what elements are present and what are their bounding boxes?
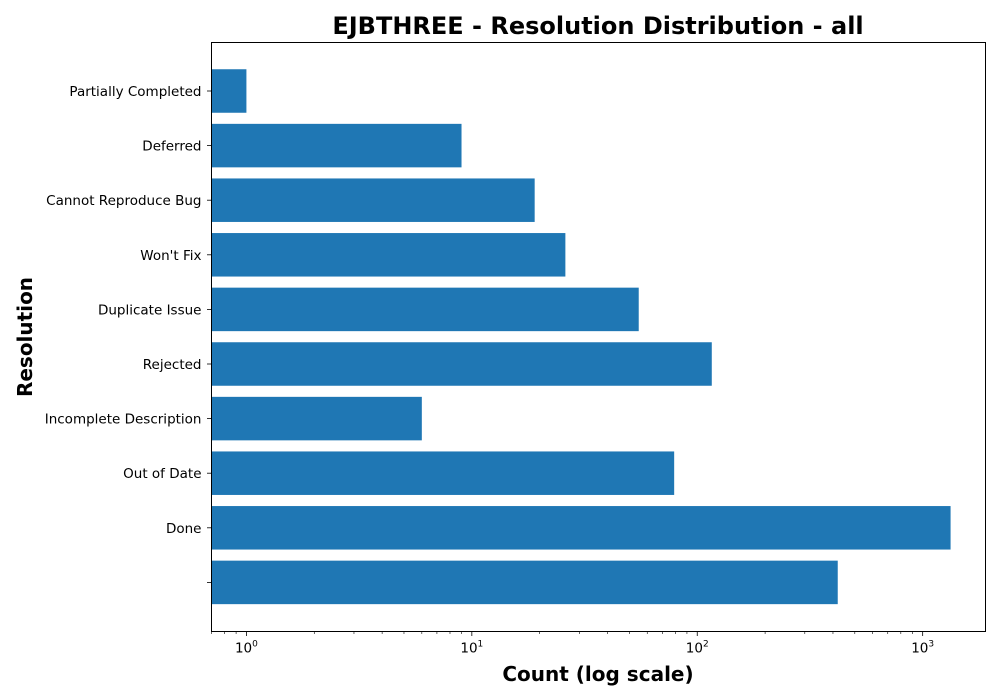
y-tick-label: Won't Fix [140, 248, 201, 264]
x-tick-label: 101 [460, 640, 483, 657]
y-tick-label: Partially Completed [69, 84, 201, 100]
bar [211, 396, 422, 441]
y-tick-label: Out of Date [123, 466, 201, 482]
bar [211, 123, 462, 168]
bar [211, 69, 247, 113]
x-tick-label: 102 [686, 640, 709, 657]
y-tick-label: Rejected [143, 357, 202, 373]
x-axis-label: Count (log scale) [502, 662, 693, 686]
bar [211, 287, 639, 332]
bar [211, 560, 838, 605]
bar [211, 342, 712, 386]
y-tick-label: Cannot Reproduce Bug [46, 193, 201, 209]
x-tick-label: 100 [235, 640, 258, 657]
y-axis-label: Resolution [13, 277, 37, 397]
plot-frame [211, 42, 986, 632]
y-tick-label: Duplicate Issue [98, 302, 202, 318]
bar [211, 506, 951, 550]
bar [211, 233, 566, 277]
x-axis-ticks: 100 101 102 103 [211, 631, 934, 657]
bar [211, 178, 535, 222]
y-tick-label: Deferred [142, 139, 201, 155]
chart-title: EJBTHREE - Resolution Distribution - all [332, 12, 863, 40]
bar [211, 451, 675, 495]
y-tick-label: Incomplete Description [45, 412, 202, 428]
y-tick-label: Done [166, 521, 202, 537]
y-axis-ticks: Partially Completed Deferred Cannot Reprod… [45, 84, 212, 583]
bars-layer [211, 69, 951, 605]
x-tick-label: 103 [911, 640, 934, 657]
